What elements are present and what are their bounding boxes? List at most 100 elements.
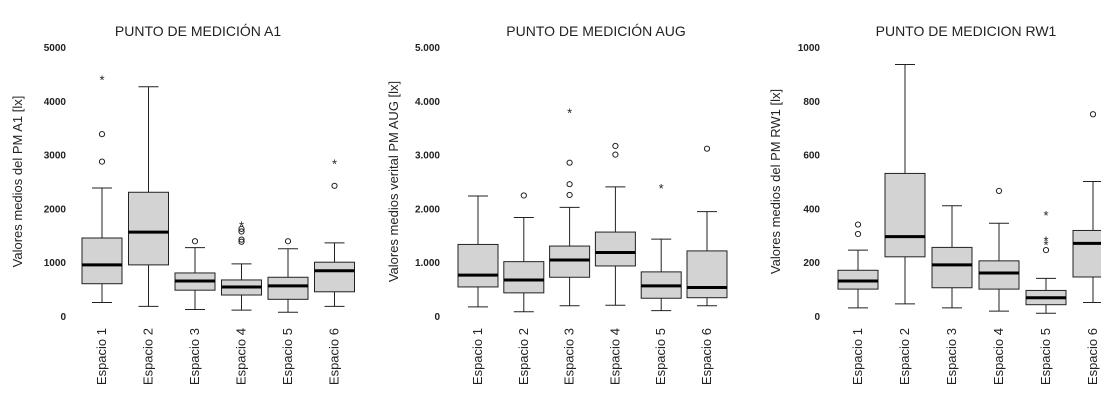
box-3: * bbox=[549, 106, 591, 307]
box-iqr bbox=[128, 191, 169, 266]
extreme-point: * bbox=[1043, 234, 1048, 249]
y-axis-label: Valores medios verital PM AUG [lx] bbox=[386, 81, 401, 282]
x-tick-label: Espacio 2 bbox=[516, 328, 531, 385]
box-6 bbox=[686, 145, 728, 307]
y-tick-label: 1000 bbox=[798, 43, 821, 54]
x-tick-label: Espacio 6 bbox=[699, 328, 714, 385]
outlier-point bbox=[331, 182, 338, 189]
outlier-point bbox=[98, 131, 106, 138]
box-iqr bbox=[314, 261, 355, 293]
outlier-point bbox=[1042, 246, 1050, 254]
box-iqr bbox=[686, 250, 728, 299]
box-iqr bbox=[81, 237, 123, 285]
x-tick-label: Espacio 1 bbox=[470, 328, 485, 385]
box-1: * bbox=[81, 72, 123, 304]
chart-panel-3: PUNTO DE MEDICION RW1 Valores medios del … bbox=[768, 23, 1101, 385]
y-tick-label: 5000 bbox=[44, 43, 67, 54]
box-iqr bbox=[594, 231, 636, 267]
y-tick-label: 0 bbox=[434, 312, 440, 323]
box-iqr bbox=[503, 261, 545, 294]
y-axis-label: Valores medios del PM RW1 [lx] bbox=[768, 89, 783, 274]
y-tick-label: 400 bbox=[803, 204, 820, 215]
extreme-point: * bbox=[1043, 238, 1048, 253]
chart-title: PUNTO DE MEDICIÓN A1 bbox=[115, 23, 281, 39]
outlier-point bbox=[238, 225, 245, 232]
outlier-point bbox=[995, 187, 1003, 195]
box-iqr bbox=[1072, 229, 1101, 278]
extreme-point: * bbox=[659, 181, 664, 196]
outlier-point bbox=[566, 159, 573, 166]
y-tick-label: 4.000 bbox=[415, 97, 440, 108]
box-6: * bbox=[314, 157, 355, 307]
x-tick-label: Espacio 2 bbox=[141, 328, 156, 385]
outlier-point bbox=[238, 228, 245, 235]
outlier-point bbox=[520, 192, 527, 199]
box-4 bbox=[594, 142, 636, 306]
x-tick-label: Espacio 3 bbox=[944, 328, 959, 385]
y-tick-label: 1000 bbox=[44, 258, 67, 269]
extreme-point: * bbox=[1043, 208, 1048, 223]
outlier-point bbox=[566, 181, 573, 188]
outlier-point bbox=[612, 142, 619, 150]
x-tick-label: Espacio 5 bbox=[653, 328, 668, 385]
box-5 bbox=[267, 238, 309, 313]
x-tick-label: Espacio 6 bbox=[327, 328, 342, 385]
extreme-point: * bbox=[239, 219, 244, 234]
x-tick-label: Espacio 1 bbox=[94, 328, 109, 385]
box-6 bbox=[1072, 111, 1101, 304]
box-3 bbox=[174, 238, 216, 311]
y-tick-label: 200 bbox=[803, 258, 820, 269]
outlier-point bbox=[1089, 111, 1097, 118]
y-tick-label: 2.000 bbox=[415, 204, 440, 215]
x-tick-label: Espacio 5 bbox=[1038, 328, 1053, 385]
box-iqr bbox=[457, 243, 499, 288]
box-iqr bbox=[931, 246, 973, 289]
box-4 bbox=[978, 187, 1020, 312]
box-1 bbox=[457, 195, 499, 308]
outlier-point bbox=[854, 221, 862, 228]
y-tick-label: 1.000 bbox=[415, 258, 440, 269]
y-tick-label: 0 bbox=[60, 312, 66, 323]
outlier-point bbox=[238, 238, 245, 245]
outlier-point bbox=[238, 236, 245, 243]
box-3 bbox=[931, 205, 973, 309]
box-1 bbox=[837, 221, 879, 309]
x-tick-label: Espacio 4 bbox=[234, 328, 249, 385]
x-tick-label: Espacio 3 bbox=[562, 328, 577, 385]
y-tick-label: 4000 bbox=[44, 97, 67, 108]
outlier-point bbox=[98, 158, 106, 165]
chart-title: PUNTO DE MEDICIÓN AUG bbox=[506, 23, 685, 39]
box-iqr bbox=[978, 260, 1020, 290]
y-tick-label: 0 bbox=[814, 312, 820, 323]
x-tick-label: Espacio 2 bbox=[897, 328, 912, 385]
y-tick-label: 3000 bbox=[44, 151, 67, 162]
extreme-point: * bbox=[99, 72, 104, 87]
extreme-point: * bbox=[332, 157, 337, 172]
y-tick-label: 2000 bbox=[44, 204, 67, 215]
x-tick-label: Espacio 1 bbox=[850, 328, 865, 385]
box-iqr bbox=[267, 276, 309, 300]
chart-panel-1: PUNTO DE MEDICIÓN A1 Valores medios del P… bbox=[10, 23, 355, 385]
box-5: * bbox=[640, 181, 682, 312]
chart-title: PUNTO DE MEDICION RW1 bbox=[876, 23, 1057, 39]
outlier-point bbox=[191, 238, 199, 245]
x-tick-label: Espacio 6 bbox=[1085, 328, 1100, 385]
box-2 bbox=[884, 63, 926, 305]
box-iqr bbox=[884, 172, 926, 258]
box-2 bbox=[503, 192, 545, 313]
chart-panel-2: PUNTO DE MEDICIÓN AUG Valores medios veri… bbox=[386, 23, 728, 385]
x-tick-label: Espacio 4 bbox=[991, 328, 1006, 385]
outlier-point bbox=[703, 145, 711, 152]
outlier-point bbox=[284, 238, 292, 245]
box-iqr bbox=[549, 245, 591, 278]
outlier-point bbox=[854, 230, 862, 238]
y-tick-label: 5.000 bbox=[415, 43, 440, 54]
box-5: *** bbox=[1025, 208, 1067, 314]
box-4: * bbox=[221, 219, 262, 311]
x-tick-label: Espacio 5 bbox=[280, 328, 295, 385]
x-tick-label: Espacio 3 bbox=[187, 328, 202, 385]
extreme-point: * bbox=[567, 106, 572, 121]
y-tick-label: 600 bbox=[803, 151, 820, 162]
